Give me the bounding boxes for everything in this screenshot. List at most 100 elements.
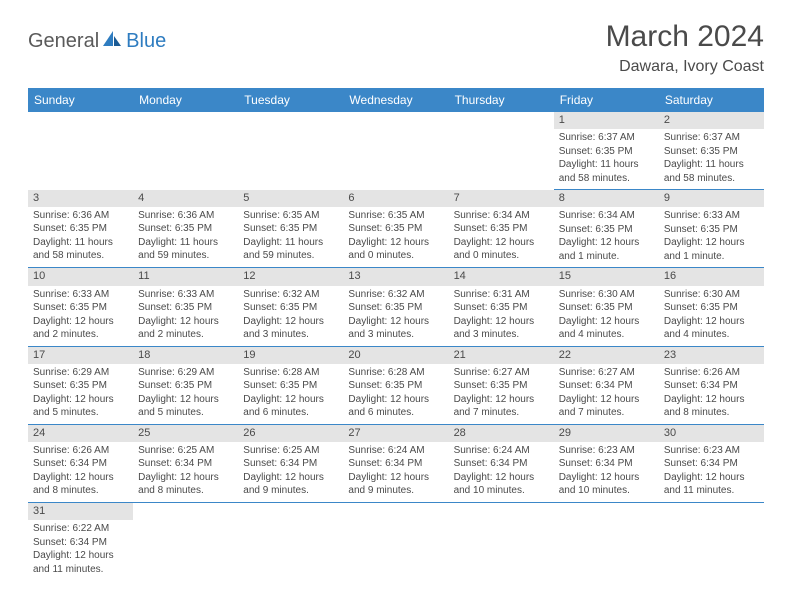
day-info: Sunrise: 6:26 AMSunset: 6:34 PMDaylight:…	[659, 364, 764, 424]
day-cell: 28Sunrise: 6:24 AMSunset: 6:34 PMDayligh…	[449, 424, 554, 502]
day-info: Sunrise: 6:28 AMSunset: 6:35 PMDaylight:…	[238, 364, 343, 424]
day-cell: 1Sunrise: 6:37 AMSunset: 6:35 PMDaylight…	[554, 112, 659, 190]
day-info: Sunrise: 6:33 AMSunset: 6:35 PMDaylight:…	[659, 207, 764, 267]
day-number: 30	[659, 425, 764, 442]
day-number: 2	[659, 112, 764, 129]
sunrise-line: Sunrise: 6:27 AM	[454, 366, 549, 380]
day-info: Sunrise: 6:32 AMSunset: 6:35 PMDaylight:…	[238, 286, 343, 346]
daylight-line: Daylight: 11 hours and 59 minutes.	[138, 236, 233, 263]
sunset-line: Sunset: 6:35 PM	[243, 222, 338, 236]
day-number: 20	[343, 347, 448, 364]
day-cell: 17Sunrise: 6:29 AMSunset: 6:35 PMDayligh…	[28, 346, 133, 424]
month-title: March 2024	[606, 20, 764, 54]
sunset-line: Sunset: 6:35 PM	[664, 145, 759, 159]
day-info: Sunrise: 6:34 AMSunset: 6:35 PMDaylight:…	[449, 207, 554, 267]
day-info: Sunrise: 6:27 AMSunset: 6:34 PMDaylight:…	[554, 364, 659, 424]
sunrise-line: Sunrise: 6:33 AM	[33, 288, 128, 302]
daylight-line: Daylight: 12 hours and 4 minutes.	[664, 315, 759, 342]
daylight-line: Daylight: 12 hours and 10 minutes.	[559, 471, 654, 498]
title-block: March 2024 Dawara, Ivory Coast	[606, 20, 764, 76]
sunrise-line: Sunrise: 6:30 AM	[664, 288, 759, 302]
daylight-line: Daylight: 11 hours and 58 minutes.	[559, 158, 654, 185]
sunset-line: Sunset: 6:34 PM	[33, 536, 128, 550]
sunset-line: Sunset: 6:35 PM	[559, 301, 654, 315]
daylight-line: Daylight: 12 hours and 5 minutes.	[33, 393, 128, 420]
daylight-line: Daylight: 12 hours and 6 minutes.	[348, 393, 443, 420]
sunrise-line: Sunrise: 6:32 AM	[348, 288, 443, 302]
sunset-line: Sunset: 6:34 PM	[559, 457, 654, 471]
day-number: 10	[28, 268, 133, 285]
sunrise-line: Sunrise: 6:26 AM	[33, 444, 128, 458]
day-cell: 6Sunrise: 6:35 AMSunset: 6:35 PMDaylight…	[343, 190, 448, 268]
day-number: 17	[28, 347, 133, 364]
day-info: Sunrise: 6:33 AMSunset: 6:35 PMDaylight:…	[28, 286, 133, 346]
daylight-line: Daylight: 12 hours and 8 minutes.	[138, 471, 233, 498]
sunset-line: Sunset: 6:34 PM	[454, 457, 549, 471]
daylight-line: Daylight: 12 hours and 2 minutes.	[33, 315, 128, 342]
day-info: Sunrise: 6:32 AMSunset: 6:35 PMDaylight:…	[343, 286, 448, 346]
sunset-line: Sunset: 6:35 PM	[454, 379, 549, 393]
sunrise-line: Sunrise: 6:24 AM	[348, 444, 443, 458]
day-info: Sunrise: 6:24 AMSunset: 6:34 PMDaylight:…	[449, 442, 554, 502]
daylight-line: Daylight: 12 hours and 11 minutes.	[33, 549, 128, 576]
sunrise-line: Sunrise: 6:26 AM	[664, 366, 759, 380]
day-number: 22	[554, 347, 659, 364]
day-cell: 21Sunrise: 6:27 AMSunset: 6:35 PMDayligh…	[449, 346, 554, 424]
sunrise-line: Sunrise: 6:33 AM	[664, 209, 759, 223]
sunrise-line: Sunrise: 6:33 AM	[138, 288, 233, 302]
day-cell-empty	[449, 502, 554, 580]
day-header: Thursday	[449, 88, 554, 112]
day-cell: 7Sunrise: 6:34 AMSunset: 6:35 PMDaylight…	[449, 190, 554, 268]
day-number: 1	[554, 112, 659, 129]
sunrise-line: Sunrise: 6:29 AM	[33, 366, 128, 380]
sunset-line: Sunset: 6:35 PM	[348, 222, 443, 236]
day-cell-empty	[343, 112, 448, 190]
sunrise-line: Sunrise: 6:29 AM	[138, 366, 233, 380]
day-info: Sunrise: 6:30 AMSunset: 6:35 PMDaylight:…	[659, 286, 764, 346]
day-number: 6	[343, 190, 448, 207]
sunrise-line: Sunrise: 6:34 AM	[559, 209, 654, 223]
day-cell: 22Sunrise: 6:27 AMSunset: 6:34 PMDayligh…	[554, 346, 659, 424]
day-info: Sunrise: 6:25 AMSunset: 6:34 PMDaylight:…	[238, 442, 343, 502]
day-info: Sunrise: 6:33 AMSunset: 6:35 PMDaylight:…	[133, 286, 238, 346]
day-header: Sunday	[28, 88, 133, 112]
sunset-line: Sunset: 6:35 PM	[33, 222, 128, 236]
day-number: 27	[343, 425, 448, 442]
day-cell: 29Sunrise: 6:23 AMSunset: 6:34 PMDayligh…	[554, 424, 659, 502]
day-number: 25	[133, 425, 238, 442]
day-cell: 24Sunrise: 6:26 AMSunset: 6:34 PMDayligh…	[28, 424, 133, 502]
daylight-line: Daylight: 11 hours and 58 minutes.	[664, 158, 759, 185]
sunset-line: Sunset: 6:35 PM	[559, 145, 654, 159]
sunrise-line: Sunrise: 6:25 AM	[243, 444, 338, 458]
calendar-row: 10Sunrise: 6:33 AMSunset: 6:35 PMDayligh…	[28, 268, 764, 346]
daylight-line: Daylight: 12 hours and 8 minutes.	[33, 471, 128, 498]
day-cell: 4Sunrise: 6:36 AMSunset: 6:35 PMDaylight…	[133, 190, 238, 268]
sunrise-line: Sunrise: 6:34 AM	[454, 209, 549, 223]
day-cell: 31Sunrise: 6:22 AMSunset: 6:34 PMDayligh…	[28, 502, 133, 580]
day-cell-empty	[343, 502, 448, 580]
sunset-line: Sunset: 6:35 PM	[138, 222, 233, 236]
daylight-line: Daylight: 12 hours and 9 minutes.	[243, 471, 338, 498]
day-number: 31	[28, 503, 133, 520]
daylight-line: Daylight: 12 hours and 3 minutes.	[454, 315, 549, 342]
day-number: 7	[449, 190, 554, 207]
sunrise-line: Sunrise: 6:37 AM	[664, 131, 759, 145]
day-cell: 13Sunrise: 6:32 AMSunset: 6:35 PMDayligh…	[343, 268, 448, 346]
daylight-line: Daylight: 12 hours and 11 minutes.	[664, 471, 759, 498]
day-info: Sunrise: 6:26 AMSunset: 6:34 PMDaylight:…	[28, 442, 133, 502]
sunset-line: Sunset: 6:35 PM	[348, 379, 443, 393]
day-number: 9	[659, 190, 764, 207]
calendar-row: 31Sunrise: 6:22 AMSunset: 6:34 PMDayligh…	[28, 502, 764, 580]
sunset-line: Sunset: 6:35 PM	[33, 301, 128, 315]
day-number: 29	[554, 425, 659, 442]
day-number: 4	[133, 190, 238, 207]
day-cell: 26Sunrise: 6:25 AMSunset: 6:34 PMDayligh…	[238, 424, 343, 502]
day-cell-empty	[554, 502, 659, 580]
day-cell: 10Sunrise: 6:33 AMSunset: 6:35 PMDayligh…	[28, 268, 133, 346]
daylight-line: Daylight: 12 hours and 4 minutes.	[559, 315, 654, 342]
day-cell: 5Sunrise: 6:35 AMSunset: 6:35 PMDaylight…	[238, 190, 343, 268]
day-cell: 25Sunrise: 6:25 AMSunset: 6:34 PMDayligh…	[133, 424, 238, 502]
sunset-line: Sunset: 6:35 PM	[664, 223, 759, 237]
day-header: Tuesday	[238, 88, 343, 112]
calendar-row: 17Sunrise: 6:29 AMSunset: 6:35 PMDayligh…	[28, 346, 764, 424]
